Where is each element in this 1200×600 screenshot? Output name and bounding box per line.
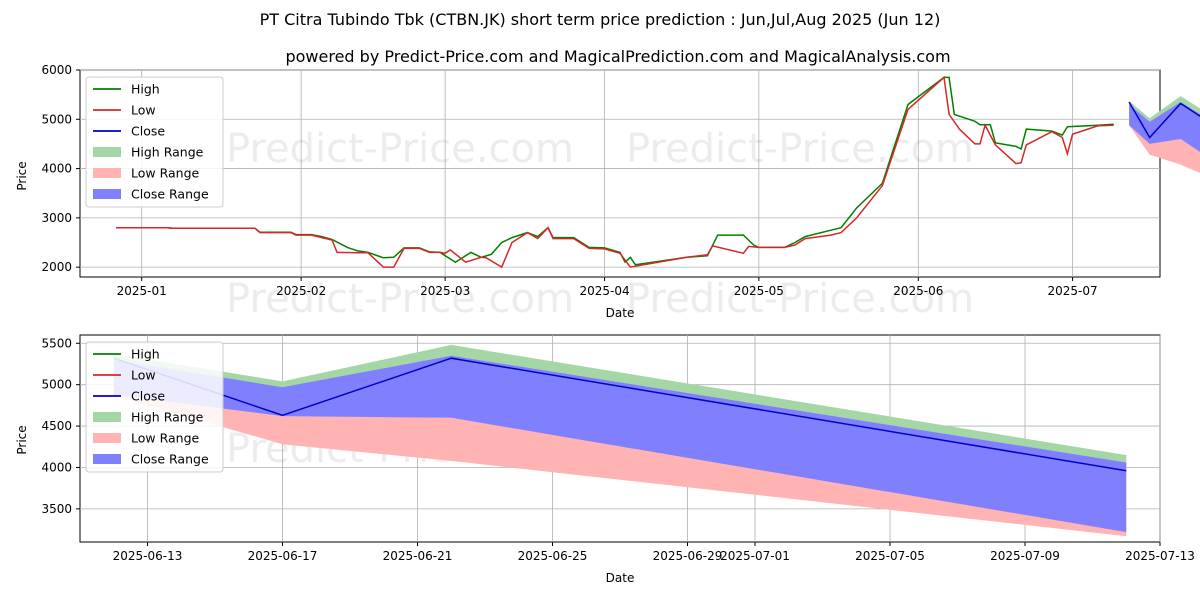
legend-label: High Range <box>131 410 204 425</box>
x-tick-label: 2025-06 <box>893 284 943 298</box>
history-grid <box>80 69 1160 277</box>
y-tick-label: 6000 <box>41 63 72 77</box>
high-price-line <box>116 76 1114 266</box>
x-tick-label: 2025-05 <box>734 284 784 298</box>
x-tick-label: 2025-01 <box>117 284 167 298</box>
legend-swatch <box>93 168 121 178</box>
history-legend: High Low Close High Range Low Range Close Ran… <box>85 76 224 208</box>
legend-label: Low <box>131 368 156 383</box>
y-tick-label: 4500 <box>41 419 72 433</box>
history-x-axis-label: Date <box>606 306 635 320</box>
forecast-plot: Predict-Price.com Predict-Price.com 2025… <box>15 334 1195 585</box>
low-range-band <box>1129 122 1200 173</box>
legend-label: Low <box>131 103 156 118</box>
history-watermark-4: Predict-Price.com <box>626 276 974 322</box>
legend-swatch <box>93 189 121 199</box>
forecast-legend: High Low Close High Range Low Range Close Ran… <box>85 341 224 473</box>
legend-label: Close <box>131 389 165 404</box>
x-tick-label: 2025-02 <box>276 284 326 298</box>
history-watermark-2: Predict-Price.com <box>626 126 974 172</box>
chart-title: PT Citra Tubindo Tbk (CTBN.JK) short ter… <box>260 10 941 29</box>
legend-label: Close <box>131 124 165 139</box>
history-plot: Predict-Price.com Predict-Price.com Pred… <box>15 63 1200 322</box>
x-tick-label: 2025-06-21 <box>383 549 453 563</box>
history-ticks: 2025-01 2025-02 2025-03 2025-04 2025-05 2025-… <box>41 63 1097 298</box>
chart-subtitle: powered by Predict-Price.com and Magical… <box>285 47 950 66</box>
forecast-y-axis-label: Price <box>15 425 29 454</box>
y-tick-label: 5000 <box>41 112 72 126</box>
close-range-band <box>113 355 1127 533</box>
forecast-ticks: 2025-06-13 2025-06-17 2025-06-21 2025-06-25… <box>41 336 1194 563</box>
legend-swatch <box>93 412 121 422</box>
legend-swatch <box>93 147 121 157</box>
x-tick-label: 2025-03 <box>420 284 470 298</box>
y-tick-label: 3000 <box>41 211 72 225</box>
history-watermark-1: Predict-Price.com <box>226 126 574 172</box>
history-plot-frame <box>79 69 1161 278</box>
x-tick-label: 2025-07-05 <box>855 549 925 563</box>
x-tick-label: 2025-04 <box>580 284 630 298</box>
legend-label: High <box>131 347 160 362</box>
y-tick-label: 3500 <box>41 502 72 516</box>
x-tick-label: 2025-07 <box>1048 284 1098 298</box>
forecast-x-axis-label: Date <box>606 571 635 585</box>
x-tick-label: 2025-06-17 <box>248 549 318 563</box>
x-tick-label: 2025-06-25 <box>518 549 588 563</box>
x-tick-label: 2025-07-13 <box>1125 549 1195 563</box>
legend-label: High <box>131 82 160 97</box>
y-tick-label: 4000 <box>41 460 72 474</box>
history-y-axis-label: Price <box>15 161 29 190</box>
y-tick-label: 4000 <box>41 162 72 176</box>
y-tick-label: 5000 <box>41 378 72 392</box>
y-tick-label: 5500 <box>41 336 72 350</box>
legend-label: Close Range <box>131 187 209 202</box>
y-tick-label: 2000 <box>41 260 72 274</box>
x-tick-label: 2025-07-01 <box>720 549 790 563</box>
legend-label: High Range <box>131 145 204 160</box>
low-range-band <box>113 391 1127 537</box>
close-forecast-line <box>1128 101 1200 139</box>
legend-swatch <box>93 454 121 464</box>
x-tick-label: 2025-06-29 <box>653 549 723 563</box>
legend-label: Low Range <box>131 166 200 181</box>
low-price-line <box>116 75 1114 269</box>
x-tick-label: 2025-07-09 <box>990 549 1060 563</box>
history-series <box>116 75 1200 269</box>
x-tick-label: 2025-06-13 <box>113 549 183 563</box>
legend-label: Close Range <box>131 452 209 467</box>
legend-label: Low Range <box>131 431 200 446</box>
history-watermark-3: Predict-Price.com <box>226 276 574 322</box>
close-range-band <box>1129 102 1200 152</box>
legend-swatch <box>93 433 121 443</box>
